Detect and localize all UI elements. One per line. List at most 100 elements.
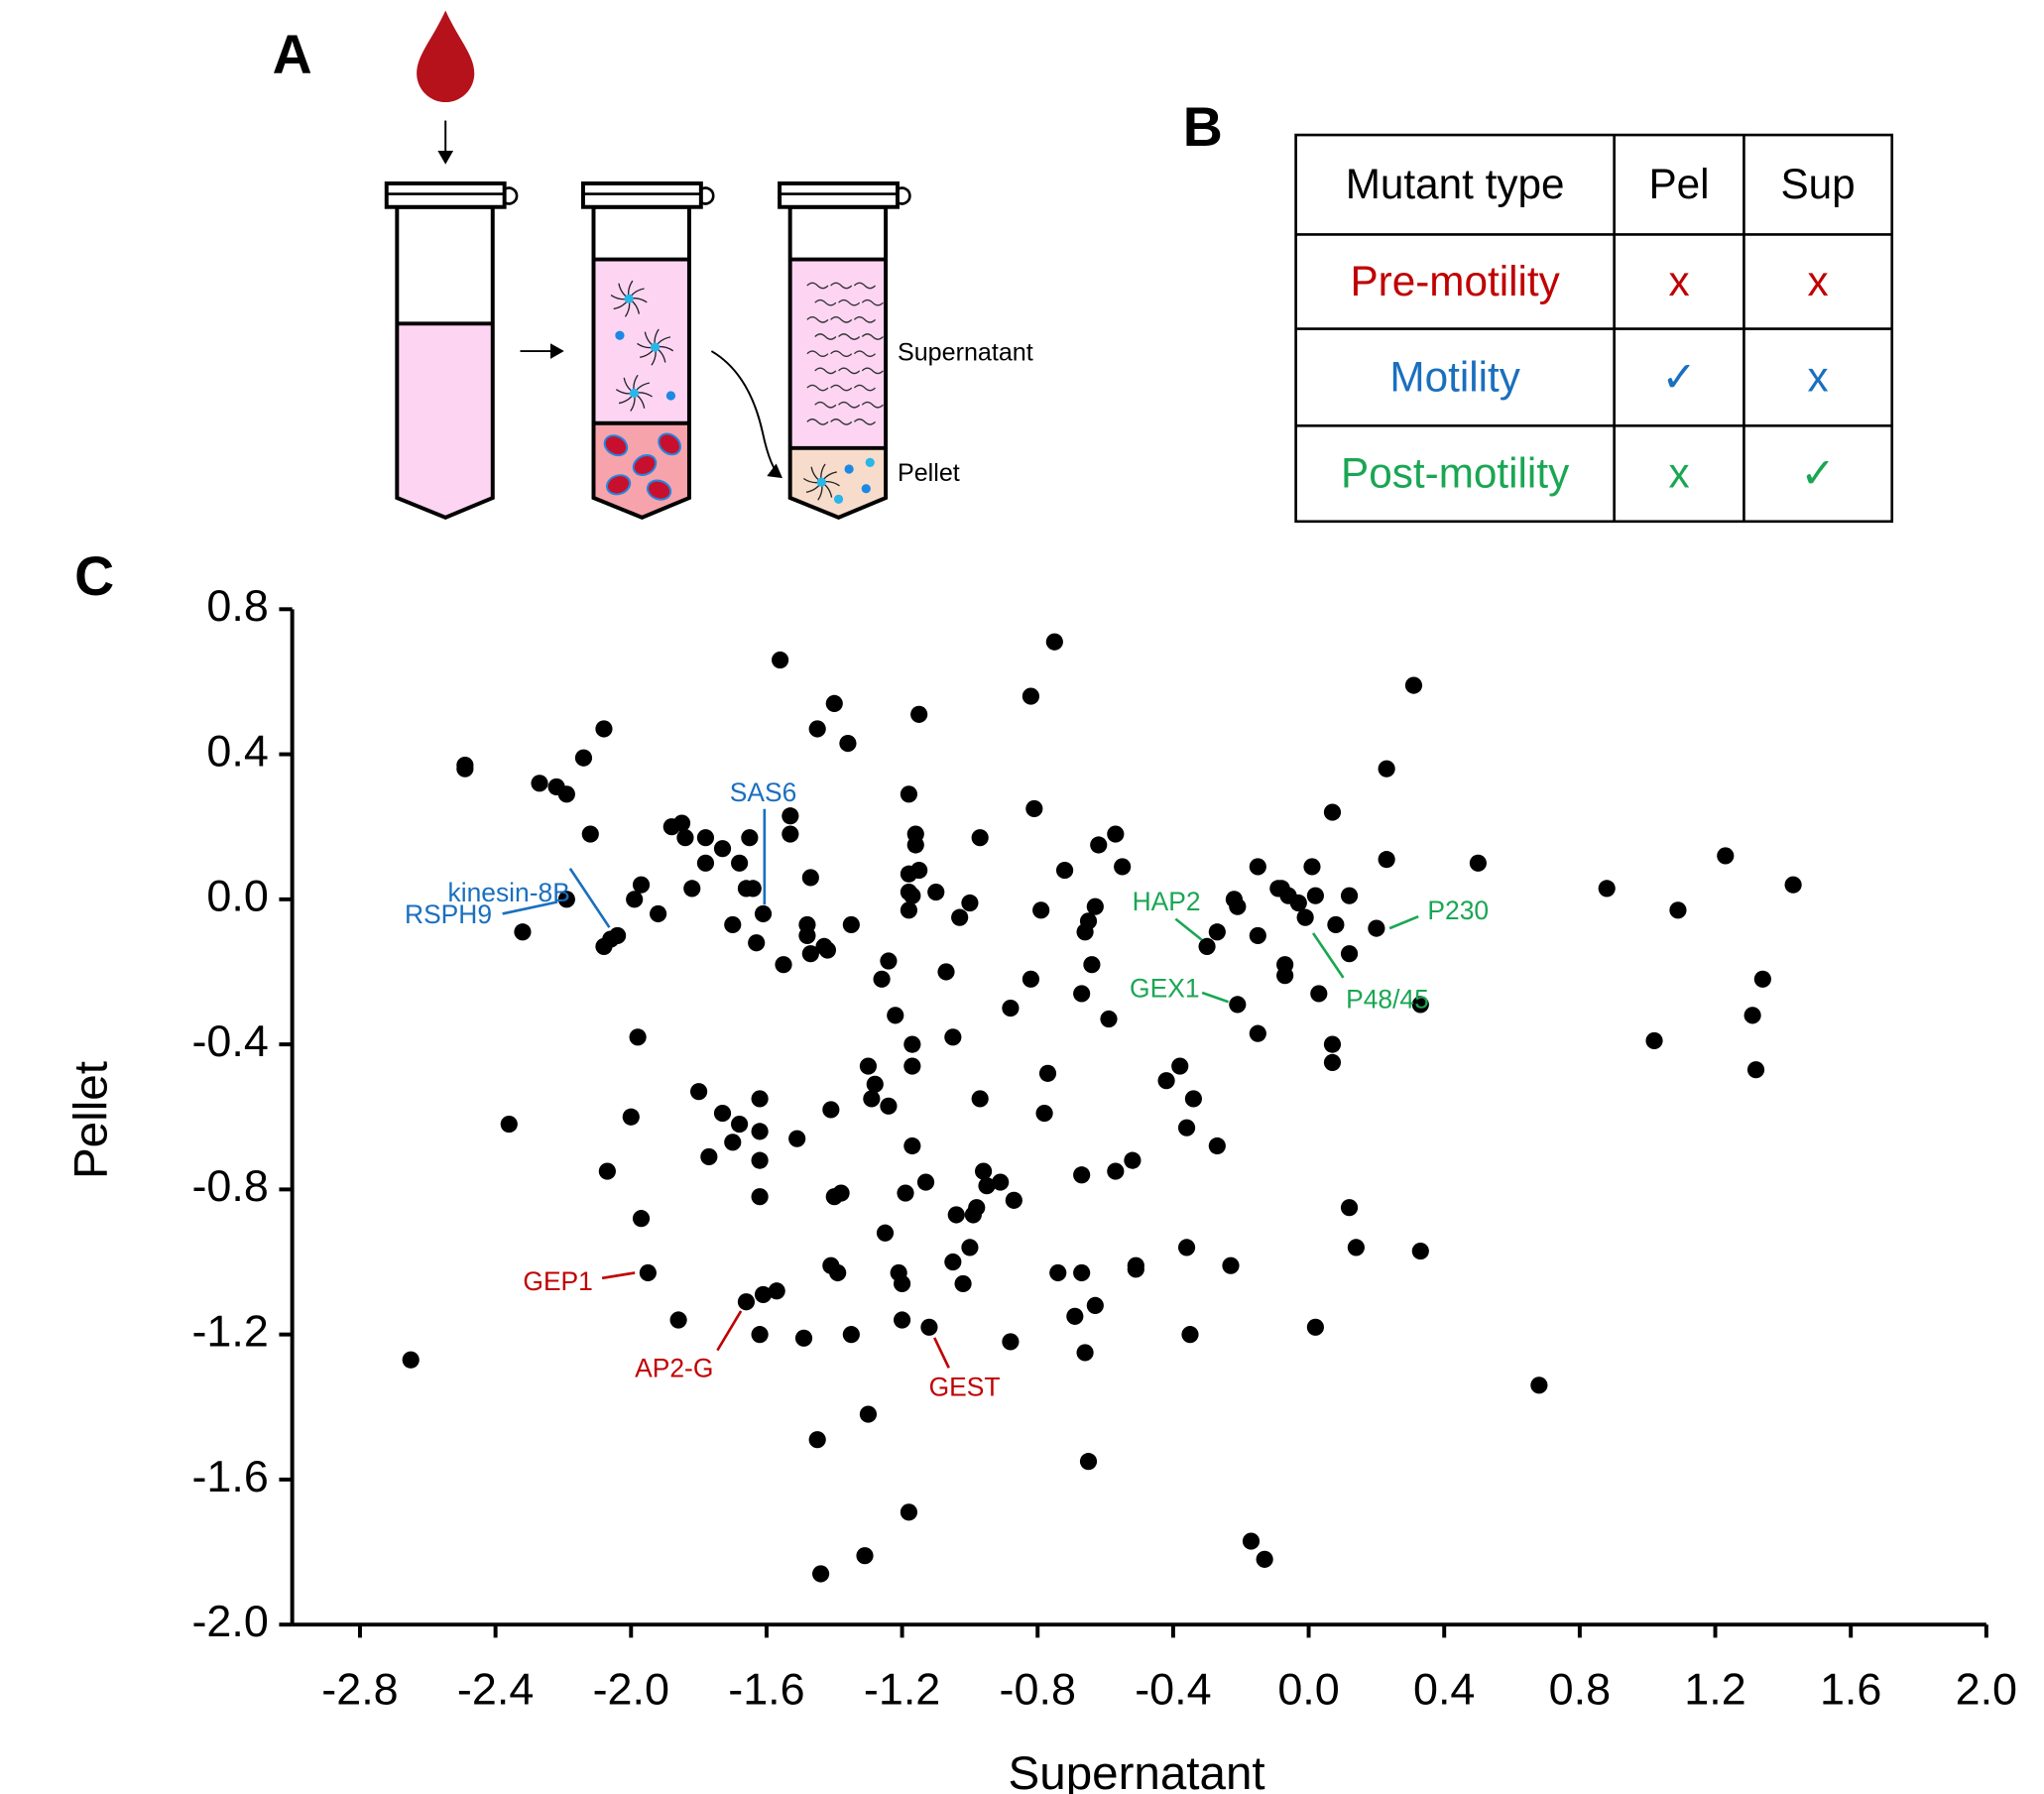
parasite-dot: [861, 484, 871, 494]
squiggle: [806, 350, 829, 357]
red-blood-cell: [658, 432, 681, 456]
point: [456, 760, 474, 777]
point: [808, 720, 826, 738]
point: [595, 720, 613, 738]
point: [1005, 1191, 1022, 1209]
point: [825, 694, 843, 712]
point: [1025, 799, 1043, 818]
point: [880, 1097, 898, 1115]
y-tick-label: -2.0: [191, 1596, 268, 1646]
point: [1038, 1064, 1057, 1082]
squiggle: [814, 401, 837, 409]
table-cell: Motility: [1389, 353, 1520, 400]
point: [1055, 862, 1074, 880]
table-cell: Post-motility: [1341, 449, 1570, 496]
point: [947, 1206, 965, 1224]
table-cell: Pre-motility: [1350, 258, 1560, 304]
x-tick-label: -1.2: [864, 1664, 940, 1715]
annotation: HAP2: [1133, 887, 1201, 916]
point: [574, 749, 593, 767]
squiggle: [806, 316, 829, 323]
x-tick-label: -1.6: [728, 1664, 804, 1715]
point: [903, 887, 921, 904]
point: [1002, 1333, 1020, 1351]
x-tick-label: -2.0: [593, 1664, 669, 1715]
point: [737, 1293, 756, 1311]
point: [927, 883, 945, 901]
point: [1645, 1031, 1663, 1050]
point: [900, 865, 918, 883]
annotation-leader: [502, 900, 558, 915]
point: [1229, 996, 1247, 1014]
parasite-body: [816, 477, 826, 487]
point: [1045, 633, 1063, 651]
point: [1746, 1061, 1765, 1079]
point: [1035, 1105, 1053, 1123]
point: [782, 825, 799, 843]
point: [748, 934, 766, 952]
point: [801, 869, 819, 887]
squiggle: [838, 401, 861, 409]
cap-hinge: [701, 186, 715, 205]
annotation-leader: [933, 1337, 950, 1369]
squiggle: [853, 316, 877, 323]
point: [897, 1184, 914, 1202]
point: [1323, 803, 1342, 821]
point: [751, 1090, 769, 1108]
point: [744, 880, 762, 897]
x-tick-label: 2.0: [1956, 1664, 2017, 1715]
point: [812, 1565, 830, 1583]
point: [650, 904, 667, 923]
table-cell: x: [1808, 258, 1829, 304]
y-tick-label: -1.6: [191, 1451, 268, 1501]
squiggle: [861, 367, 884, 375]
point: [873, 970, 891, 988]
parasite-dot: [865, 457, 875, 467]
point: [1743, 1007, 1761, 1024]
table-cell: ✓: [1800, 449, 1835, 496]
point: [731, 1115, 749, 1134]
annotation: kinesin-8B: [448, 878, 570, 907]
x-tick-label: 1.6: [1820, 1664, 1881, 1715]
tube-layer: [789, 447, 887, 518]
point: [1340, 945, 1359, 963]
point: [1073, 1166, 1091, 1184]
x-tick-label: -2.4: [457, 1664, 534, 1715]
squiggle: [806, 419, 829, 425]
point: [798, 926, 816, 945]
point: [662, 818, 680, 836]
squiggle: [814, 299, 837, 306]
point: [887, 1007, 904, 1024]
point: [903, 1136, 921, 1155]
point: [992, 1173, 1010, 1191]
point: [808, 1431, 826, 1449]
point: [683, 880, 701, 897]
point: [1171, 1057, 1189, 1075]
point: [863, 1090, 881, 1108]
squiggle: [861, 333, 884, 340]
point: [1598, 880, 1616, 897]
point: [1411, 1242, 1429, 1260]
point: [531, 775, 548, 792]
x-tick-label: 0.4: [1413, 1664, 1475, 1715]
annotation-leader: [1174, 917, 1203, 941]
point: [1306, 1318, 1324, 1336]
point: [724, 1134, 742, 1151]
point: [690, 1083, 708, 1101]
annotation-leader: [716, 1310, 743, 1352]
point: [632, 1210, 651, 1228]
tube: [778, 180, 911, 520]
point: [961, 1239, 979, 1256]
point: [880, 952, 898, 970]
point: [700, 1147, 718, 1166]
point: [598, 1162, 616, 1180]
point: [954, 1274, 972, 1293]
point: [1107, 1162, 1125, 1180]
point: [751, 1151, 769, 1169]
tube: [384, 180, 519, 520]
tube-layer: [789, 259, 887, 448]
point: [1222, 1256, 1240, 1274]
point: [1296, 908, 1314, 926]
point: [581, 825, 599, 843]
squiggle: [830, 419, 853, 425]
